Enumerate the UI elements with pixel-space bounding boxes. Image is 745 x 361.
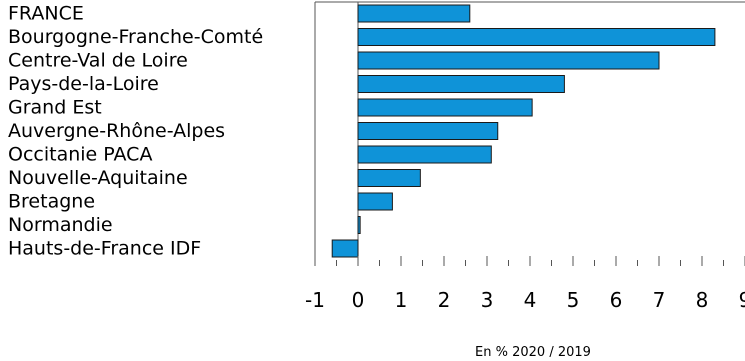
bar — [357, 75, 565, 93]
category-label: Hauts-de-France IDF — [8, 238, 201, 260]
category-label: Pays-de-la-Loire — [8, 73, 159, 95]
tick-label: 1 — [395, 288, 408, 312]
tick-label: 9 — [739, 288, 745, 312]
bars — [331, 4, 716, 258]
tick-label: 0 — [352, 288, 365, 312]
bar — [357, 28, 716, 46]
bar — [357, 122, 499, 140]
bar — [357, 4, 471, 23]
bar — [357, 216, 361, 234]
category-label: Centre-Val de Loire — [8, 50, 188, 72]
bar — [357, 169, 421, 187]
tick-label: 3 — [481, 288, 494, 312]
category-labels: FRANCEBourgogne-Franche-ComtéCentre-Val … — [8, 3, 263, 260]
bar — [357, 98, 533, 117]
category-label: Auvergne-Rhône-Alpes — [8, 120, 225, 142]
x-axis-label: En % 2020 / 2019 — [475, 345, 591, 360]
x-axis-ticks: -1 0 1 2 3 4 5 6 7 8 9 — [305, 256, 745, 312]
tick-label: -1 — [305, 288, 325, 312]
category-label: Occitanie PACA — [8, 144, 152, 166]
category-label: Normandie — [8, 214, 113, 236]
tick-label: 8 — [696, 288, 709, 312]
tick-label: 6 — [610, 288, 623, 312]
bar — [357, 145, 492, 164]
bar — [357, 51, 660, 70]
tick-label: 5 — [567, 288, 580, 312]
bar — [331, 239, 359, 258]
tick-label: 4 — [524, 288, 537, 312]
tick-label: 2 — [438, 288, 451, 312]
bar — [357, 192, 393, 211]
tick-label: 7 — [653, 288, 666, 312]
category-label: Grand Est — [8, 97, 102, 119]
category-label: FRANCE — [8, 3, 84, 25]
category-label: Bourgogne-Franche-Comté — [8, 26, 263, 48]
category-label: Bretagne — [8, 191, 95, 213]
category-label: Nouvelle-Aquitaine — [8, 167, 188, 189]
